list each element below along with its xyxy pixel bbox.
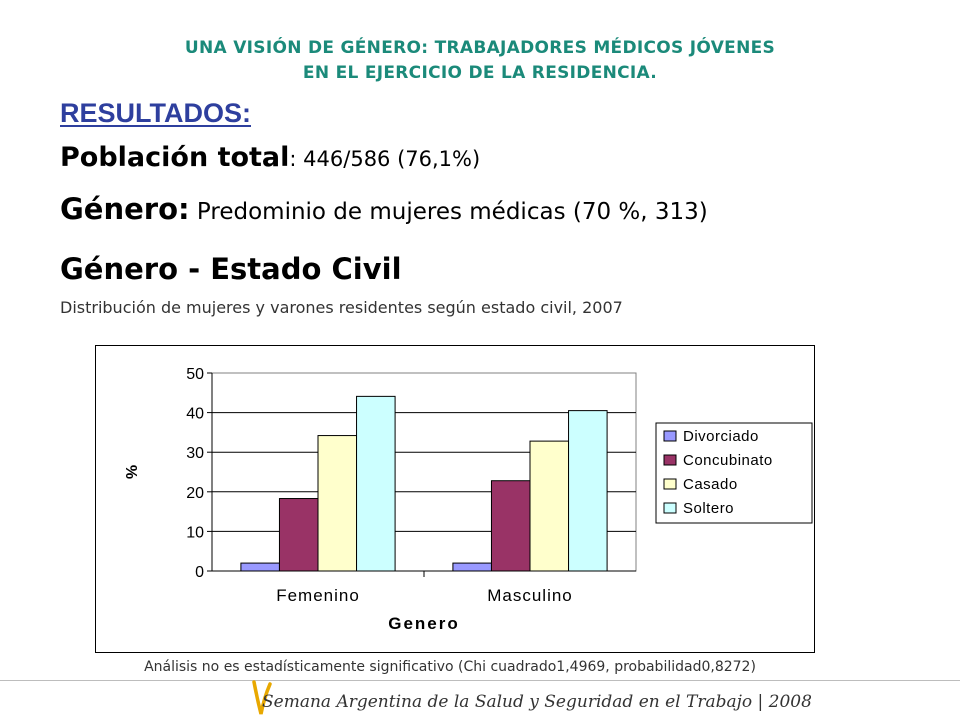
x-axis-title: Genero bbox=[388, 614, 460, 633]
legend-box bbox=[655, 422, 813, 524]
y-tick-label-0: 0 bbox=[195, 564, 204, 581]
legend-label-concubinato: Concubinato bbox=[683, 452, 773, 469]
bar-femenino-casado bbox=[317, 435, 358, 572]
bar-femenino-soltero bbox=[356, 395, 396, 572]
legend-swatch-concubinato bbox=[663, 454, 677, 466]
bar-masculino-concubinato bbox=[490, 480, 531, 572]
title-line-2: EN EL EJERCICIO DE LA RESIDENCIA. bbox=[302, 63, 658, 83]
bar-femenino-concubinato bbox=[278, 498, 319, 572]
bar-masculino-divorciado bbox=[452, 562, 492, 572]
footer-event-name: Semana Argentina de la Salud y Seguridad… bbox=[262, 692, 812, 712]
population-line: Población total: 446/586 (76,1%) bbox=[60, 142, 480, 173]
analysis-note: Análisis no es estadísticamente signific… bbox=[144, 659, 756, 675]
bar-masculino-soltero bbox=[568, 410, 608, 572]
results-heading: RESULTADOS: bbox=[60, 98, 251, 128]
bar-chart: 0 10 20 30 40 50 Femenino Masculino Genero% Divor… bbox=[122, 366, 813, 633]
title-line-1: UNA VISIÓN DE GÉNERO: TRABAJADORES MÉDIC… bbox=[184, 38, 776, 58]
legend-swatch-divorciado bbox=[663, 430, 677, 442]
chart-subtitle: Distribución de mujeres y varones reside… bbox=[60, 298, 623, 317]
legend-label-casado: Casado bbox=[683, 476, 738, 493]
section-title: Género - Estado Civil bbox=[60, 252, 402, 286]
legend-swatch-casado bbox=[663, 478, 677, 490]
y-tick-label-5: 50 bbox=[186, 366, 204, 383]
y-axis-title: % bbox=[122, 465, 139, 479]
population-value: : 446/586 (76,1%) bbox=[289, 147, 481, 171]
page-title: UNA VISIÓN DE GÉNERO: TRABAJADORES MÉDIC… bbox=[0, 36, 960, 86]
legend-label-soltero: Soltero bbox=[683, 500, 734, 517]
legend-swatch-soltero bbox=[663, 502, 677, 514]
event-logo-icon bbox=[252, 680, 272, 715]
legend-label-divorciado: Divorciado bbox=[683, 428, 759, 445]
gender-value: Predominio de mujeres médicas (70 %, 313… bbox=[189, 199, 708, 225]
gender-label: Género: bbox=[60, 192, 190, 226]
population-label: Población total bbox=[60, 142, 290, 173]
y-tick-label-3: 30 bbox=[186, 445, 204, 462]
gender-line: Género: Predominio de mujeres médicas (7… bbox=[60, 192, 708, 226]
x-tick-label-0: Femenino bbox=[276, 586, 360, 605]
x-tick-label-1: Masculino bbox=[487, 586, 573, 605]
bar-masculino-casado bbox=[529, 440, 570, 572]
bar-femenino-divorciado bbox=[240, 562, 280, 572]
chart-container: 0 10 20 30 40 50 Femenino Masculino Genero% Divor… bbox=[95, 345, 815, 653]
footer-divider bbox=[0, 680, 960, 681]
y-tick-label-2: 20 bbox=[186, 485, 204, 502]
y-tick-label-4: 40 bbox=[186, 406, 204, 423]
y-tick-label-1: 10 bbox=[186, 524, 204, 541]
